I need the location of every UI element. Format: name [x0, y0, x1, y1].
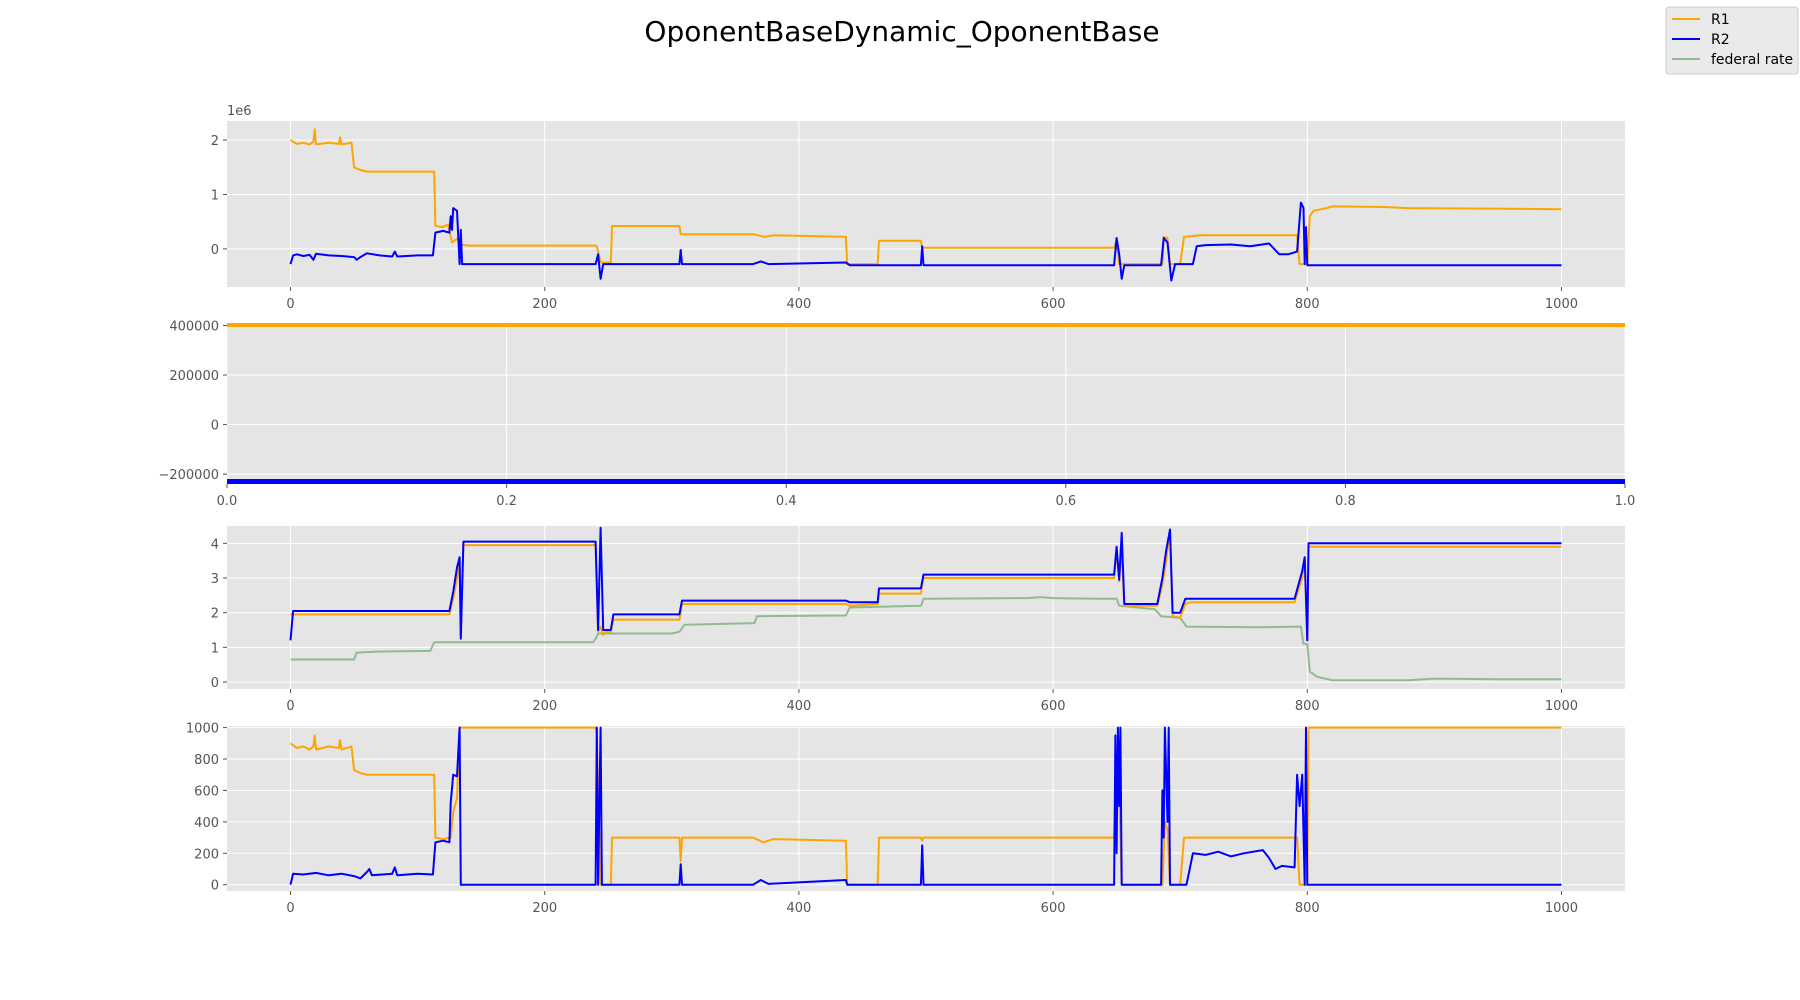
- x-tick-label: 600: [1041, 297, 1066, 312]
- y-tick-label: 400000: [169, 319, 219, 334]
- x-tick-label: 200: [532, 901, 557, 916]
- y-offset-text: 1e6: [227, 104, 252, 119]
- figure-title: OponentBaseDynamic_OponentBase: [644, 15, 1159, 48]
- x-tick-label: 800: [1295, 297, 1320, 312]
- x-tick-label: 0: [286, 297, 294, 312]
- y-tick-label: 1: [211, 188, 219, 203]
- x-tick-label: 0.8: [1335, 494, 1356, 509]
- x-tick-label: 0.4: [776, 494, 797, 509]
- y-tick-label: 200: [194, 847, 219, 862]
- plot-area: [227, 121, 1625, 287]
- plot-area: [227, 323, 1625, 484]
- x-tick-label: 200: [532, 297, 557, 312]
- x-tick-label: 400: [786, 297, 811, 312]
- x-tick-label: 800: [1295, 901, 1320, 916]
- series-line-r2: [289, 201, 1562, 282]
- series-line-r2: [289, 726, 1562, 886]
- y-tick-label: 3: [211, 572, 219, 587]
- legend-entries: R1 R2 federal rate: [1672, 12, 1793, 68]
- x-tick-label: 800: [1295, 699, 1320, 714]
- y-tick-label: −200000: [158, 468, 219, 483]
- x-tick-label: 1000: [1545, 699, 1578, 714]
- x-tick-label: 1000: [1545, 297, 1578, 312]
- series-line-r2: [289, 526, 1562, 642]
- x-tick-label: 400: [786, 699, 811, 714]
- y-tick-label: 1: [211, 641, 219, 656]
- series-lines: [289, 128, 1562, 282]
- subplot-4: 0 200 400 600 800 1000 1000 800 600 400 200 0: [186, 722, 1625, 916]
- series-lines: [289, 526, 1562, 682]
- y-tick-label: 800: [194, 753, 219, 768]
- x-tick-label: 200: [532, 699, 557, 714]
- x-tick-label: 1.0: [1615, 494, 1636, 509]
- subplot-2: 0.0 0.2 0.4 0.6 0.8 1.0 400000 200000 0 −200000: [158, 319, 1635, 509]
- y-tick-label: 2: [211, 134, 219, 149]
- y-tick-label: 0: [211, 419, 219, 434]
- series-line-r1: [289, 726, 1562, 886]
- y-tick-label: 200000: [169, 369, 219, 384]
- legend-frame: [1665, 6, 1799, 75]
- y-tick-label: 400: [194, 816, 219, 831]
- x-tick-label: 0.2: [496, 494, 517, 509]
- x-tick-label: 1000: [1545, 901, 1578, 916]
- x-tick-label: 0: [286, 901, 294, 916]
- y-tick-label: 0: [211, 879, 219, 894]
- y-tick-label: 600: [194, 784, 219, 799]
- y-tick-label: 1000: [186, 722, 219, 737]
- y-tick-label: 0: [211, 243, 219, 258]
- legend-label-r1: R1: [1711, 12, 1730, 28]
- plot-area: [227, 726, 1625, 891]
- x-tick-label: 0: [286, 699, 294, 714]
- x-tick-label: 0.6: [1055, 494, 1076, 509]
- x-tick-label: 400: [786, 901, 811, 916]
- subplot-1: 0 200 400 600 800 1000 2 1 0 1e6: [211, 104, 1625, 312]
- x-tick-label: 600: [1041, 699, 1066, 714]
- x-tick-label: 600: [1041, 901, 1066, 916]
- plot-area: [227, 526, 1625, 689]
- y-tick-label: 0: [211, 676, 219, 691]
- series-line-r1: [290, 528, 1562, 642]
- series-line-r1: [289, 128, 1562, 266]
- series-line-federal-rate: [290, 596, 1562, 682]
- legend: R1 R2 federal rate: [1665, 6, 1799, 75]
- y-tick-label: 2: [211, 607, 219, 622]
- subplot-3: 0 200 400 600 800 1000 4 3 2 1 0: [211, 526, 1625, 714]
- series-lines: [289, 726, 1562, 886]
- legend-label-federal-rate: federal rate: [1711, 52, 1793, 68]
- legend-label-r2: R2: [1711, 32, 1730, 48]
- x-tick-label: 0.0: [217, 494, 238, 509]
- series-lines: [227, 323, 1625, 484]
- y-tick-label: 4: [211, 537, 219, 552]
